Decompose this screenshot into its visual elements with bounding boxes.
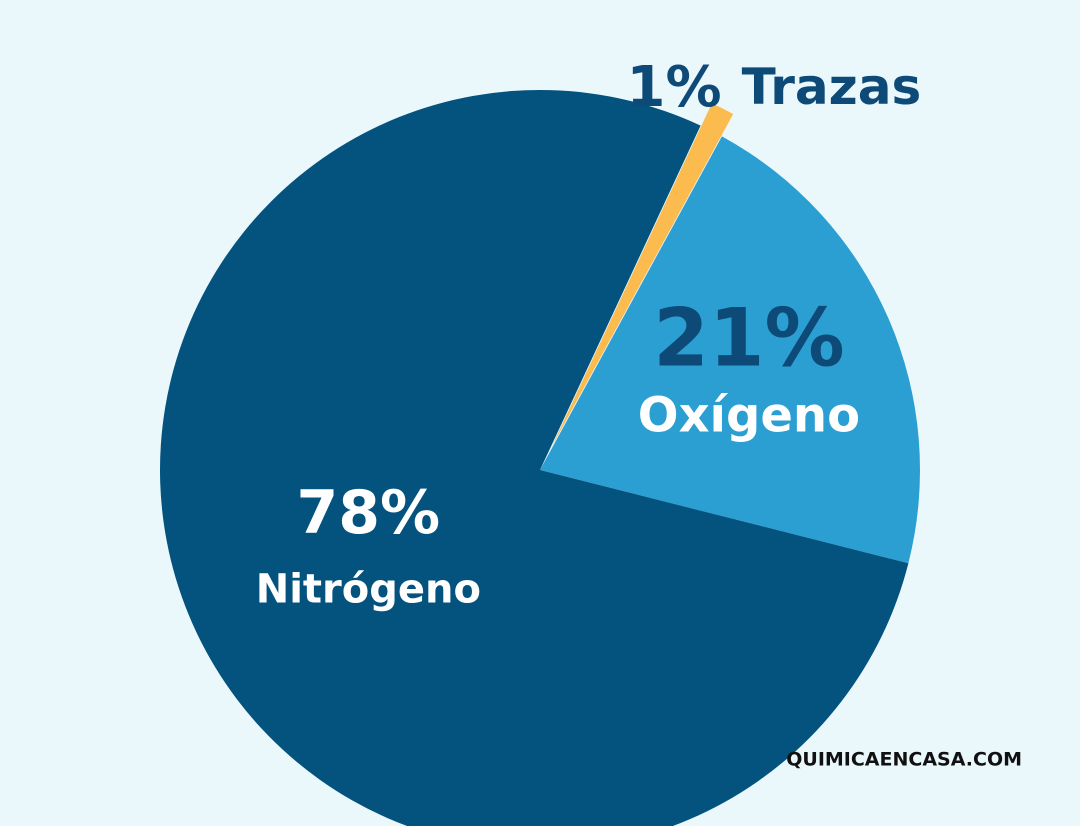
category-label: Trazas — [742, 58, 922, 116]
value-label: 21% — [653, 292, 844, 385]
pie-slice — [540, 136, 920, 564]
source: QUIMICAENCASA.COM — [786, 749, 1022, 771]
value-label: 78% — [297, 478, 441, 548]
value-label: 1% — [627, 55, 722, 120]
pie-slice — [551, 103, 734, 448]
category-label: Oxígeno — [638, 388, 860, 444]
category-label: Nitrógeno — [256, 566, 481, 612]
pie-slice — [160, 90, 909, 826]
